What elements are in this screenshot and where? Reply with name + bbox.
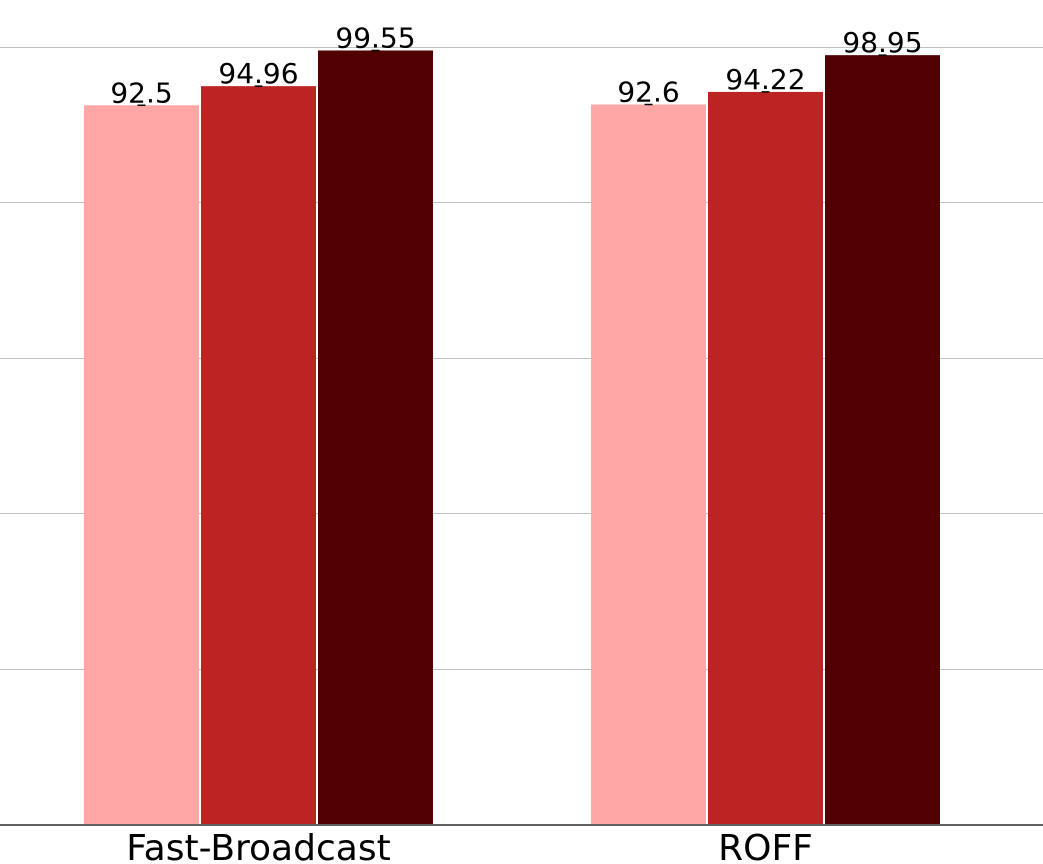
value-labels: 92.5 94.96 99.55 92.6 94.22 98.95	[110, 21, 922, 109]
bar-value-label: 98.95	[842, 26, 922, 59]
bar	[825, 55, 940, 824]
bar	[201, 86, 316, 825]
bar-value-label: 92.5	[110, 76, 172, 109]
bar	[318, 50, 433, 824]
x-tick-label: Fast-Broadcast	[126, 828, 390, 864]
bar-value-label: 99.55	[335, 21, 415, 54]
bar-value-label: 92.6	[617, 75, 679, 108]
bar-value-label: 94.96	[218, 57, 298, 90]
bar-value-label: 94.22	[725, 63, 805, 96]
bar	[84, 105, 199, 824]
bar	[708, 91, 823, 825]
x-tick-labels: Fast-Broadcast ROFF	[126, 828, 813, 864]
x-tick-label: ROFF	[718, 828, 813, 864]
bars	[84, 49, 940, 825]
bar	[591, 104, 706, 825]
